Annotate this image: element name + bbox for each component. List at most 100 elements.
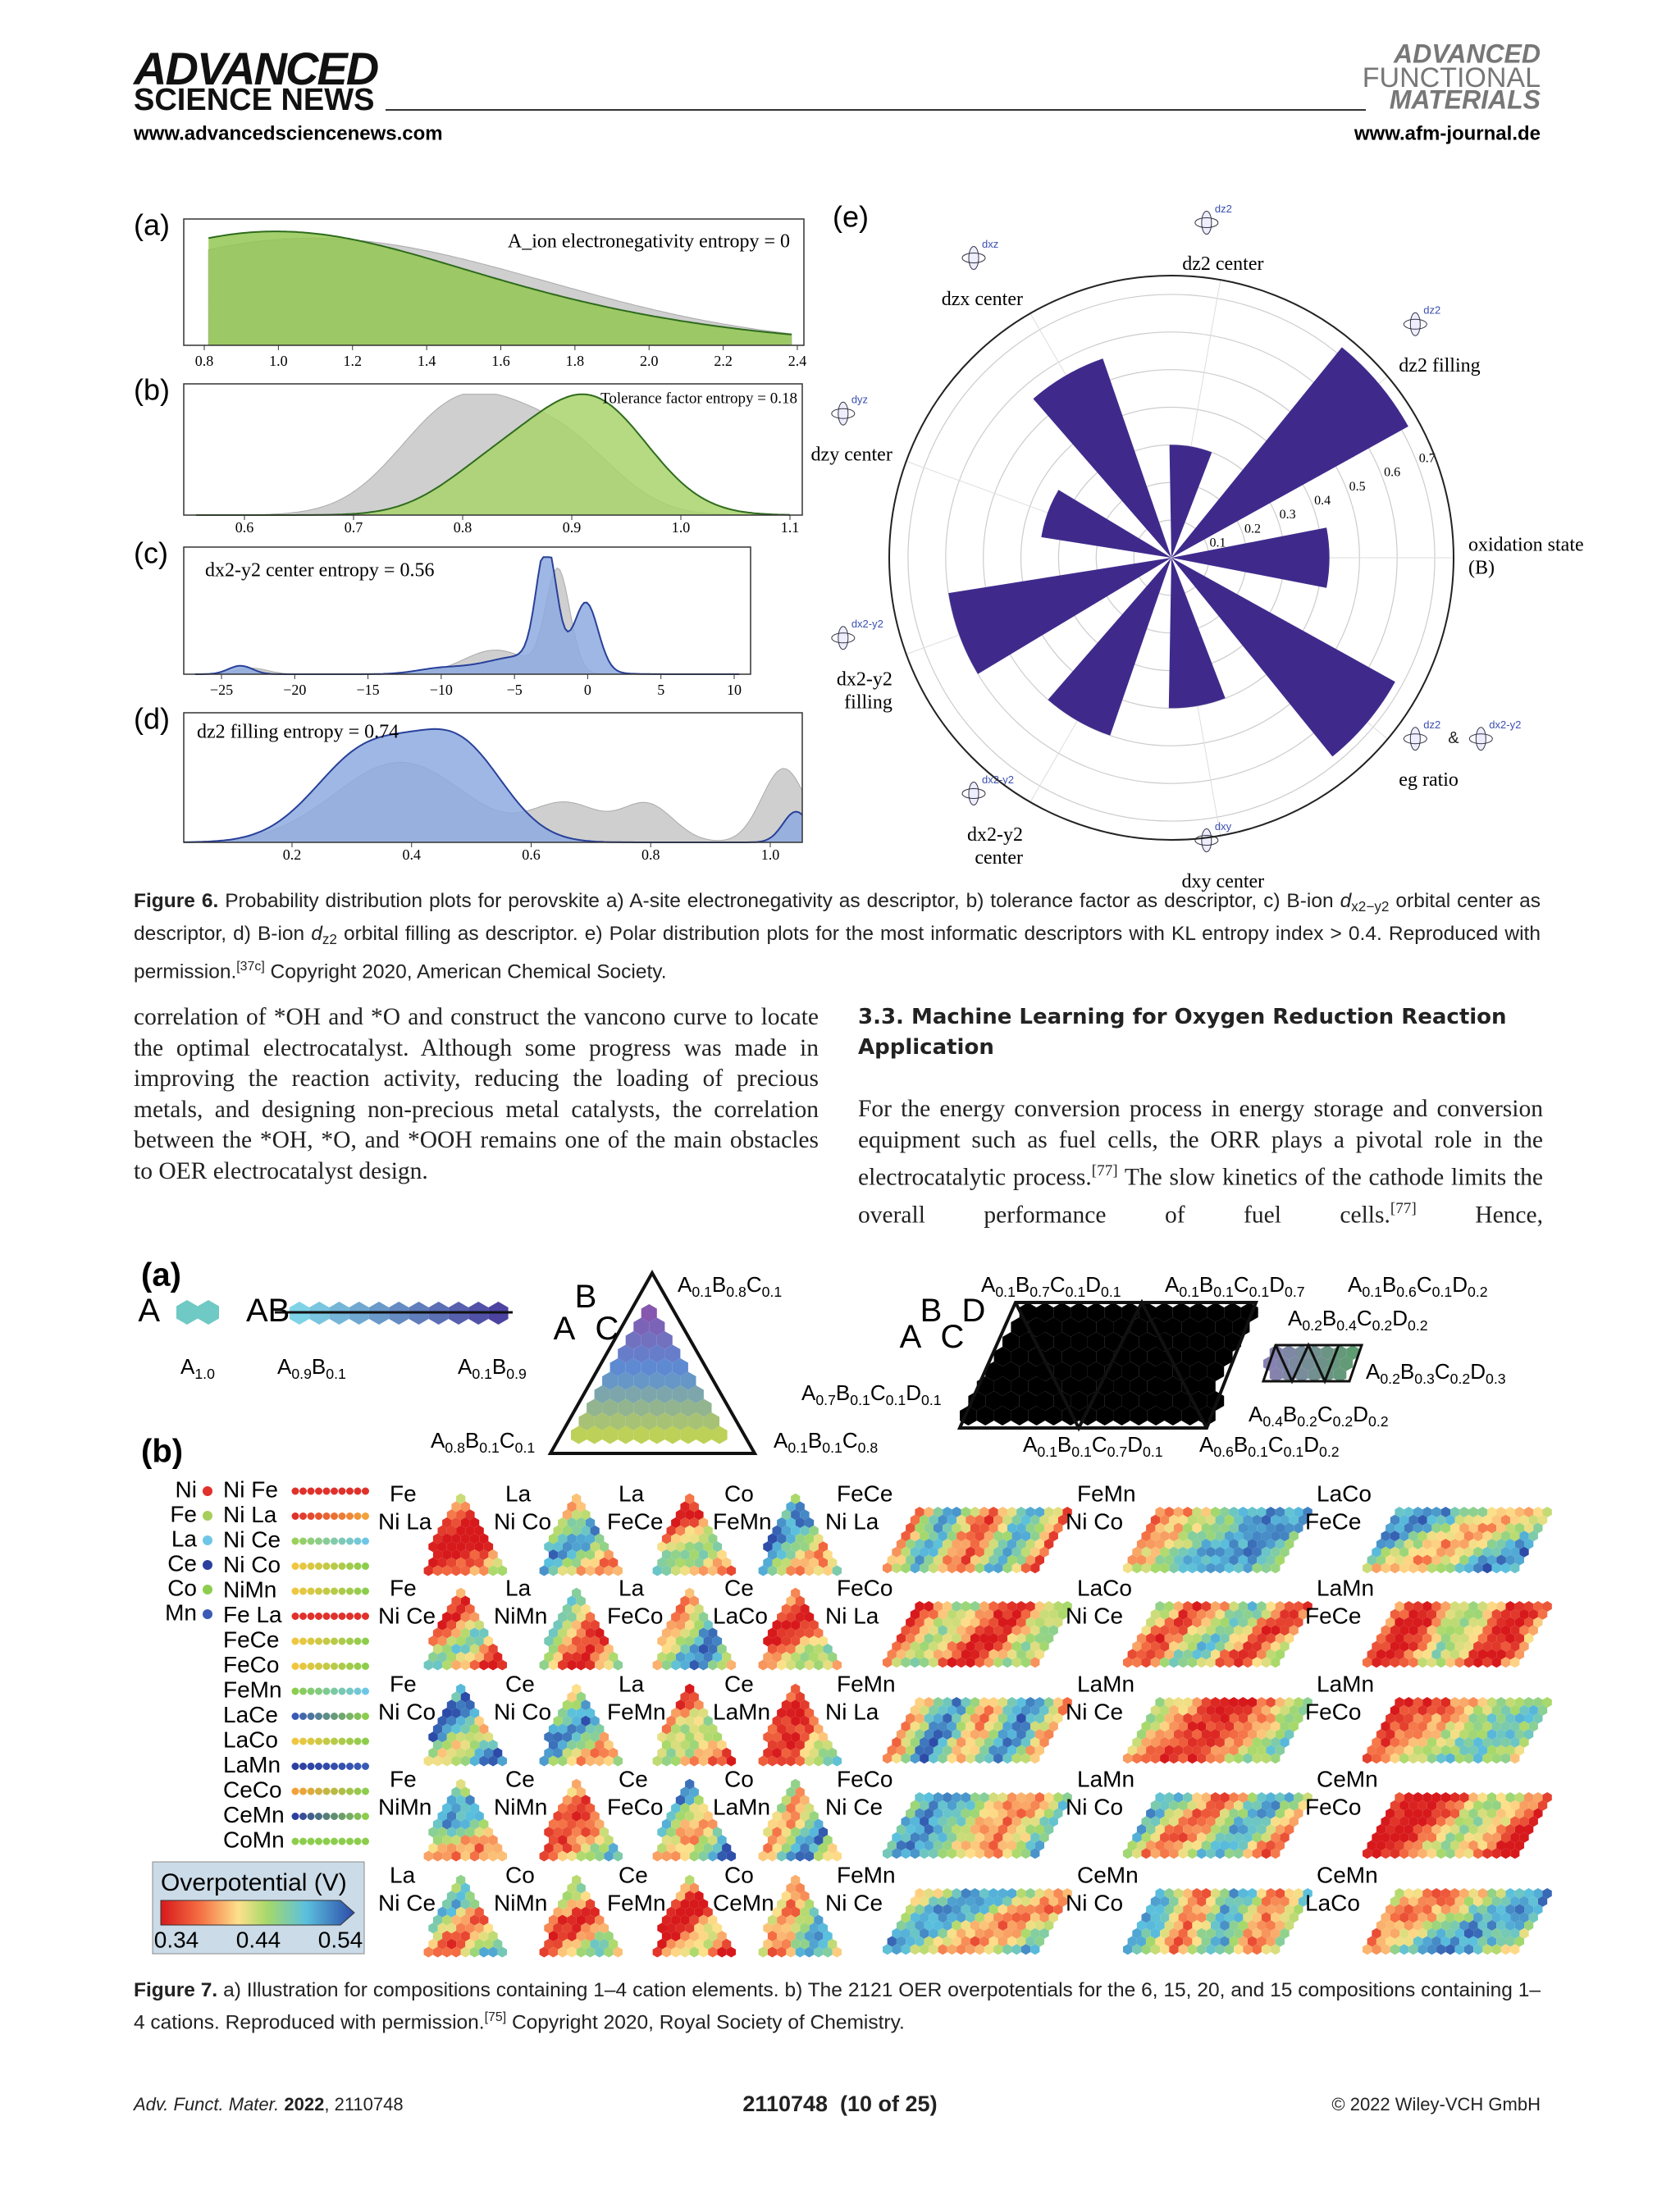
hex-cell xyxy=(722,1938,732,1950)
hex-cell xyxy=(479,1659,489,1671)
hex-cell xyxy=(1436,1608,1446,1620)
hex-cell xyxy=(791,1842,801,1854)
hex-cell xyxy=(777,1723,787,1735)
hex-cell xyxy=(804,1533,815,1544)
hex-cell xyxy=(442,1612,452,1622)
hex-cell xyxy=(800,1891,810,1902)
composition-label: Co xyxy=(724,1480,754,1506)
hex-cell xyxy=(437,1842,447,1854)
composition-label: LaMn xyxy=(713,1794,770,1819)
hex-cell xyxy=(657,1938,667,1950)
composition-label: Ni Ce xyxy=(1066,1699,1123,1724)
text-run: C xyxy=(500,1428,515,1453)
hex-cell xyxy=(1141,1546,1151,1558)
hex-cell xyxy=(956,1816,966,1827)
hex-cell xyxy=(1418,1944,1427,1955)
hex-cell xyxy=(442,1549,452,1560)
tick-label: 0.6 xyxy=(522,846,541,863)
tick-label: 5 xyxy=(657,682,664,698)
hex-map xyxy=(1363,1697,1552,1764)
composition-label: La xyxy=(619,1671,645,1696)
hex-cell xyxy=(1164,1617,1174,1628)
hex-cell xyxy=(1045,1406,1062,1426)
hex-cell xyxy=(1427,1848,1437,1859)
hex-cell xyxy=(1087,1362,1105,1381)
hex-cell xyxy=(998,1522,1007,1534)
hex-cell xyxy=(791,1635,801,1647)
hex-cell xyxy=(1445,1562,1455,1574)
hex-cell xyxy=(1002,1362,1020,1381)
hex-cell xyxy=(576,1931,586,1941)
hex-cell xyxy=(1491,1912,1501,1923)
hex-cell xyxy=(1418,1640,1427,1652)
hex-cell xyxy=(1146,1554,1156,1566)
hex-cell xyxy=(456,1827,466,1838)
hex-cell xyxy=(1211,1522,1221,1534)
subscript: 0.1 xyxy=(1037,1443,1057,1459)
tick-label: −20 xyxy=(283,682,306,698)
hex-cell xyxy=(1025,1649,1035,1660)
hex-cell xyxy=(1178,1562,1188,1574)
hex-cell xyxy=(1169,1531,1179,1542)
caption-text: orbital center as descriptor, d) B-ion xyxy=(134,890,1541,946)
hex-cell xyxy=(1238,1554,1248,1566)
hex-cell xyxy=(1039,1927,1049,1939)
hex-cell xyxy=(599,1731,609,1743)
hex-cell xyxy=(1229,1904,1239,1915)
hex-cell xyxy=(1011,1657,1021,1668)
hex-cell xyxy=(786,1882,796,1894)
hex-cell xyxy=(1206,1927,1216,1939)
composition-label: A0.1B0.8C0.1 xyxy=(678,1272,782,1300)
hex-cell xyxy=(1450,1745,1460,1756)
hex-cell xyxy=(1020,1912,1031,1923)
hex-cell xyxy=(703,1412,719,1430)
hex-cell xyxy=(1160,1753,1170,1764)
hex-cell xyxy=(956,1832,966,1843)
hex-cell xyxy=(1463,1531,1474,1542)
hex-cell xyxy=(590,1619,600,1631)
subscript: 0.1 xyxy=(1179,1283,1199,1299)
hex-cell xyxy=(1459,1936,1469,1947)
hex-cell xyxy=(910,1800,920,1811)
hex-cell xyxy=(993,1347,1011,1366)
hex-cell xyxy=(786,1899,796,1909)
caption-symbol: d xyxy=(1340,890,1352,912)
hex-cell xyxy=(1248,1840,1258,1851)
hex-cell xyxy=(1454,1944,1464,1955)
hex-cell xyxy=(1030,1704,1040,1716)
hex-cell xyxy=(689,1501,699,1512)
hex-cell xyxy=(920,1562,929,1574)
hex-cell xyxy=(1408,1562,1418,1574)
hex-cell xyxy=(1436,1896,1446,1907)
hex-cell xyxy=(1298,1704,1308,1716)
subscript: 0.1 xyxy=(1101,1283,1121,1299)
hex-cell xyxy=(892,1927,902,1939)
hex-cell xyxy=(456,1699,466,1711)
hex-cell xyxy=(652,1850,662,1862)
hex-cell xyxy=(1034,1522,1044,1534)
hex-cell xyxy=(1020,1704,1031,1716)
legend-dot xyxy=(315,1837,322,1845)
hex-cell xyxy=(1404,1824,1413,1835)
hex-cell xyxy=(1011,1531,1021,1542)
hex-cell xyxy=(1150,1912,1161,1923)
hex-cell xyxy=(767,1835,778,1845)
hex-cell xyxy=(1197,1896,1207,1907)
text-run: A xyxy=(1199,1432,1214,1457)
legend-dot xyxy=(346,1487,354,1495)
hex-map xyxy=(571,1304,728,1444)
hex-cell xyxy=(1044,1617,1054,1628)
hex-cell xyxy=(1500,1562,1511,1574)
hex-cell xyxy=(553,1827,563,1838)
hex-cell xyxy=(1454,1927,1464,1939)
hex-cell xyxy=(1491,1721,1501,1732)
hex-cell xyxy=(1150,1657,1161,1668)
hex-cell xyxy=(469,1850,480,1862)
hex-cell xyxy=(1057,1514,1068,1526)
hex-cell xyxy=(1096,1406,1114,1426)
hex-cell xyxy=(661,1565,672,1576)
hex-cell xyxy=(933,1904,943,1915)
hex-cell xyxy=(664,1426,681,1444)
hex-cell xyxy=(1257,1539,1267,1549)
hex-cell xyxy=(920,1625,929,1636)
